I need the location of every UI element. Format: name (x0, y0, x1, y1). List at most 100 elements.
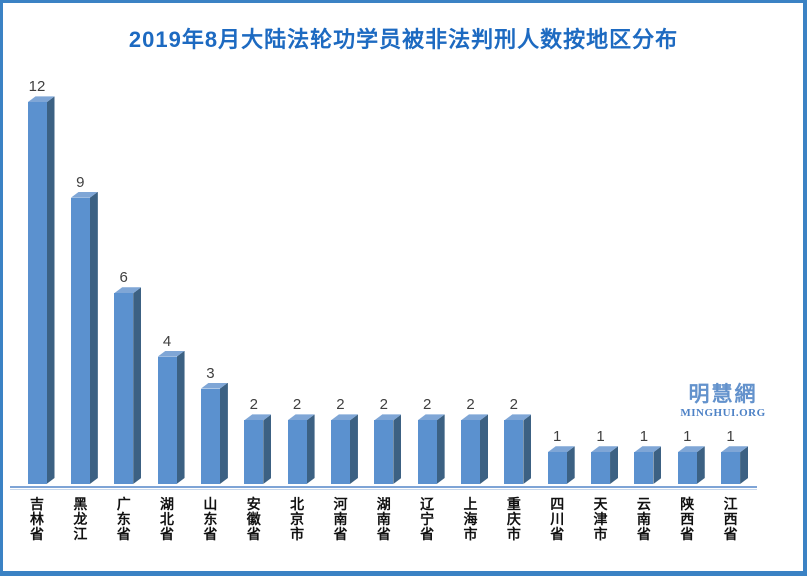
x-axis-label-char: 江 (723, 498, 738, 513)
bar-side-face (47, 96, 55, 484)
bar-top-face (677, 446, 705, 453)
bar-side-face (90, 192, 98, 484)
bar: 2 (244, 397, 272, 484)
bar: 12 (27, 79, 55, 484)
bar: 2 (461, 397, 488, 484)
x-axis-label-char: 京 (290, 513, 305, 528)
x-axis-label-char: 南 (333, 513, 348, 528)
x-axis-label-char: 西 (680, 513, 695, 528)
bar-value-label: 4 (162, 332, 172, 350)
x-axis-line (10, 486, 757, 488)
x-axis-label-char: 市 (506, 528, 521, 543)
bar-top-face (244, 414, 272, 421)
bar-front-face (27, 102, 47, 484)
x-axis-label-char: 省 (376, 528, 391, 543)
bar-side-face (740, 446, 748, 484)
x-axis-label-char: 黑 (73, 498, 88, 513)
bar-top-face (547, 446, 575, 453)
bar-value-label: 1 (596, 428, 605, 446)
bar-front-face (200, 388, 220, 484)
bar: 1 (677, 429, 705, 484)
bar: 2 (504, 397, 532, 484)
x-axis-label-char: 省 (30, 528, 44, 543)
bar-value-label: 3 (206, 364, 215, 382)
bar-front-face (114, 293, 134, 484)
bar-top-face (504, 414, 532, 421)
bar-front-face (330, 420, 350, 484)
x-axis-label: 陕西省 (674, 498, 701, 543)
bar-value-label: 1 (639, 428, 649, 446)
x-axis-label-char: 省 (246, 528, 261, 543)
bar-front-face (547, 452, 567, 484)
bar-top-face (417, 414, 445, 421)
x-axis-label-char: 市 (290, 528, 305, 543)
bar: 2 (330, 397, 358, 484)
x-axis-label-char: 东 (203, 513, 218, 528)
bar-value-label: 2 (379, 396, 388, 414)
watermark: 明慧網 MINGHUI.ORG (676, 384, 770, 419)
x-axis-label-char: 津 (593, 513, 608, 528)
bar-top-face (287, 414, 315, 421)
bar: 1 (547, 429, 575, 484)
bar-side-face (350, 414, 358, 484)
x-axis-label-char: 北 (160, 513, 175, 528)
x-axis-label-char: 省 (333, 528, 348, 543)
bar: 1 (721, 429, 749, 484)
bar-side-face (567, 446, 575, 484)
x-axis-label-char: 河 (333, 498, 348, 513)
bar-top-face (634, 446, 662, 453)
bar-value-label: 2 (336, 396, 345, 414)
bar-front-face (417, 420, 437, 484)
bar-front-face (244, 420, 264, 484)
bar-top-face (70, 191, 98, 198)
x-axis-label: 上海市 (457, 498, 484, 543)
bar-top-face (200, 382, 228, 389)
bar: 1 (591, 429, 619, 484)
x-axis-label-char: 广 (116, 498, 131, 513)
bar-side-face (610, 446, 618, 484)
bar-front-face (461, 420, 480, 484)
bar-value-label: 1 (683, 428, 692, 446)
bar-side-face (437, 414, 445, 484)
bar-top-face (27, 96, 55, 103)
minghui-logo-cjk: 明慧網 (688, 383, 758, 406)
x-axis-label-char: 北 (290, 498, 305, 513)
x-axis-label: 山东省 (197, 498, 224, 543)
bar-front-face (591, 452, 611, 484)
x-axis-label-char: 省 (116, 528, 131, 543)
x-axis-label-char: 省 (636, 528, 651, 543)
bar-top-face (114, 287, 142, 294)
chart-title: 2019年8月大陆法轮功学员被非法判刑人数按地区分布 (128, 27, 679, 52)
bar-front-face (287, 420, 307, 484)
x-axis-label: 湖北省 (154, 498, 181, 543)
bar-value-label: 1 (726, 428, 735, 446)
bar-value-label: 1 (553, 428, 562, 446)
x-axis-label-char: 上 (463, 498, 478, 513)
x-axis-label-char: 省 (680, 528, 695, 543)
bar: 4 (157, 333, 185, 484)
bar-top-face (721, 446, 749, 453)
x-axis-label: 广东省 (110, 498, 137, 543)
x-axis-label-char: 省 (723, 528, 738, 543)
bar-side-face (697, 446, 705, 484)
bar-front-face (677, 452, 697, 484)
x-axis-label-char: 省 (203, 528, 218, 543)
bar: 2 (417, 397, 445, 484)
bar: 2 (287, 397, 315, 484)
bar: 2 (374, 397, 402, 484)
bar-side-face (177, 351, 185, 484)
x-axis-label-char: 川 (550, 513, 565, 528)
bar-value-label: 2 (292, 396, 302, 414)
x-axis-label-char: 林 (30, 513, 44, 528)
x-axis-label: 四川省 (544, 498, 571, 543)
bar-value-label: 2 (466, 396, 475, 414)
x-axis-label-char: 省 (160, 528, 175, 543)
bar-side-face (523, 414, 531, 484)
bar: 9 (70, 174, 98, 484)
bar-front-face (374, 420, 394, 484)
bar-side-face (393, 414, 401, 484)
x-axis-label: 天津市 (587, 498, 614, 543)
x-axis-label-char: 市 (463, 528, 478, 543)
